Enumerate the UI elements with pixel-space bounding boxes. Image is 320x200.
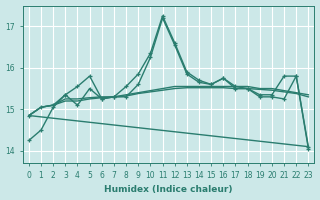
X-axis label: Humidex (Indice chaleur): Humidex (Indice chaleur) xyxy=(104,185,233,194)
